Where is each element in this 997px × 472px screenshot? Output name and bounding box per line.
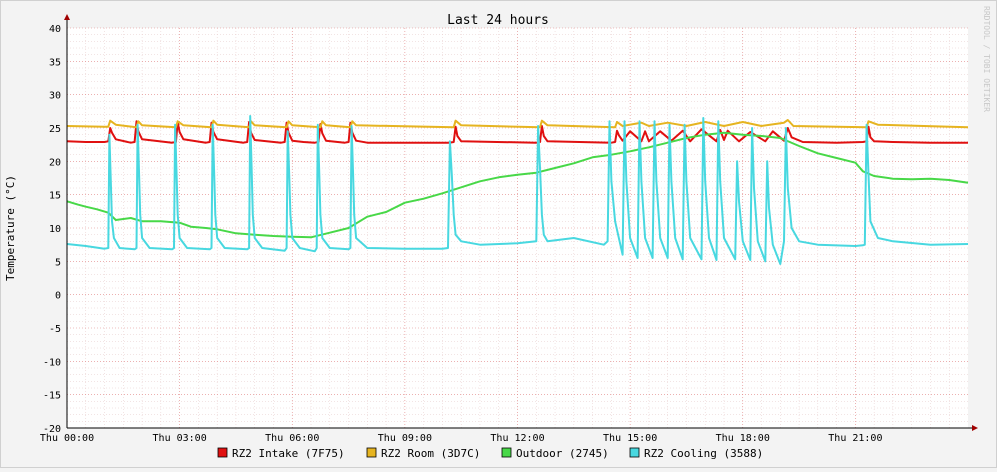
y-tick-label: 10	[49, 224, 61, 235]
x-tick-label: Thu 09:00	[378, 433, 432, 444]
chart-title: Last 24 hours	[447, 13, 549, 28]
x-axis-arrow	[972, 425, 978, 431]
legend-swatch	[501, 447, 512, 458]
y-tick-label: 0	[55, 291, 61, 302]
y-tick-label: -15	[43, 391, 61, 402]
legend-swatch	[217, 447, 228, 458]
y-tick-label: 5	[55, 257, 61, 268]
x-tick-label: Thu 03:00	[153, 433, 207, 444]
y-tick-label: 35	[49, 57, 61, 68]
series-layer	[66, 115, 969, 265]
legend-swatch	[629, 447, 640, 458]
legend-label: Outdoor (2745)	[516, 447, 609, 460]
legend: RZ2 Intake (7F75) RZ2 Room (3D7C) Outdoor …	[217, 447, 763, 460]
legend-swatch	[366, 447, 377, 458]
y-axis-label: Temperature (°C)	[4, 175, 17, 281]
y-tick-label: -20	[43, 424, 61, 435]
y-tick-label: 15	[49, 191, 61, 202]
y-axis-arrow	[64, 14, 70, 20]
y-tick-label: 40	[49, 24, 61, 35]
y-tick-label: 30	[49, 91, 61, 102]
x-tick-label: Thu 12:00	[490, 433, 544, 444]
watermark: RRDTOOL / TOBI OETIKER	[982, 6, 991, 112]
x-tick-label: Thu 18:00	[716, 433, 770, 444]
series-line	[66, 131, 969, 239]
x-tick-label: Thu 21:00	[828, 433, 882, 444]
y-tick-label: 25	[49, 124, 61, 135]
legend-label: RZ2 Intake (7F75)	[232, 447, 345, 460]
y-tick-label: 20	[49, 157, 61, 168]
y-tick-label: -5	[49, 324, 61, 335]
y-tick-label: -10	[43, 357, 61, 368]
legend-label: RZ2 Room (3D7C)	[381, 447, 480, 460]
series-line	[66, 115, 969, 265]
x-tick-label: Thu 06:00	[265, 433, 319, 444]
x-tick-label: Thu 15:00	[603, 433, 657, 444]
legend-label: RZ2 Cooling (3588)	[644, 447, 763, 460]
series-line	[66, 119, 969, 129]
x-tick-label: Thu 00:00	[40, 433, 94, 444]
